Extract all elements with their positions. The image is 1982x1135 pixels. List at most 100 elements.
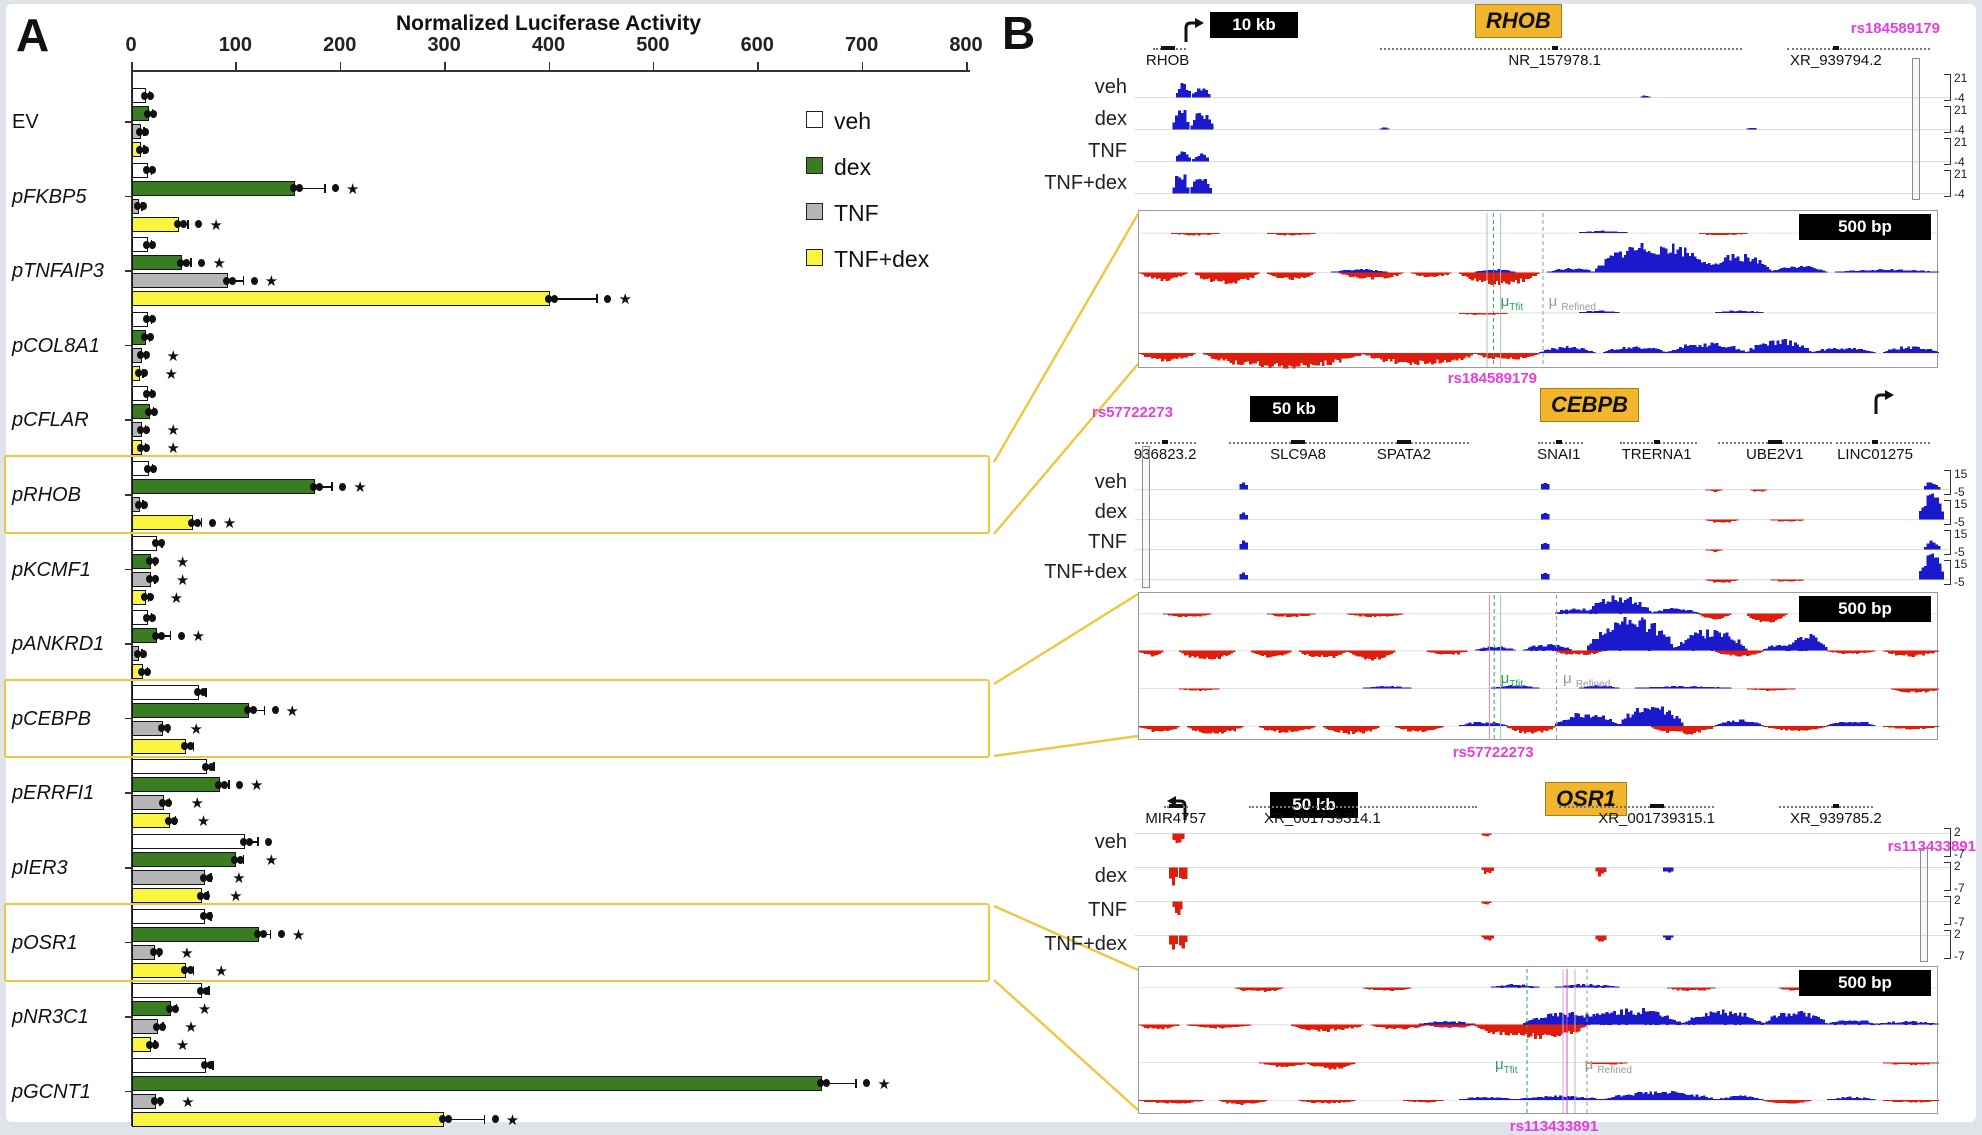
scale-hi-label: 15 <box>1954 557 1968 571</box>
gene-model-tick <box>1767 440 1782 444</box>
significance-star: ★ <box>180 944 194 962</box>
gene-model-line <box>1379 48 1743 50</box>
scale-lo-label: -4 <box>1954 187 1965 201</box>
data-dot <box>214 780 222 789</box>
error-cap <box>228 780 230 790</box>
bar-pTNFAIP3-TNF <box>132 273 229 289</box>
scale-hi-label: 21 <box>1954 71 1968 85</box>
data-dot <box>158 724 166 733</box>
data-dot <box>181 966 189 975</box>
gene-label-box-osr1: OSR1 <box>1545 782 1627 816</box>
x-axis-tick-label: 800 <box>949 34 983 56</box>
panel-a-label: A <box>16 9 50 61</box>
error-cap <box>269 929 272 939</box>
bar-pFKBP5-TNF+dex <box>132 216 179 232</box>
highlight-box-pRHOB <box>4 455 990 534</box>
scale-bracket <box>1944 828 1951 857</box>
bar-pGCNT1-TNF+dex <box>132 1111 445 1127</box>
bar-pGCNT1-dex <box>132 1075 822 1091</box>
gene-model-line <box>1787 48 1930 50</box>
gene-name-label: LINC01275 <box>1837 446 1913 463</box>
error-bar <box>549 298 597 300</box>
data-dot <box>254 930 262 939</box>
significance-star: ★ <box>222 515 237 532</box>
significance-star: ★ <box>189 720 203 738</box>
data-dot <box>863 1079 871 1088</box>
scale-hi-label: 21 <box>1954 135 1968 149</box>
scale-box-cebpb: 50 kb <box>1250 396 1338 422</box>
x-axis-tick-label: 300 <box>427 34 461 56</box>
row-label-pCFLAR: pCFLAR <box>12 409 89 432</box>
mu-refined-label: μ Refined <box>1548 293 1596 314</box>
legend-label-TNF+dex: TNF+dex <box>834 246 930 272</box>
significance-star: ★ <box>264 273 279 291</box>
significance-star: ★ <box>346 180 360 198</box>
mu-refined-label: μ Refined <box>1584 1055 1632 1076</box>
x-axis-tick <box>444 62 446 70</box>
gene-model-tick <box>1160 46 1175 50</box>
x-axis-tick <box>339 62 342 70</box>
scale-hi-label: 2 <box>1954 825 1961 839</box>
y-axis-row-tick <box>125 494 131 496</box>
significance-star: ★ <box>250 777 264 795</box>
y-axis-row-tick <box>125 867 131 869</box>
scale-bracket <box>1944 470 1951 495</box>
data-dot <box>140 333 148 342</box>
gene-model-tick <box>1551 46 1558 50</box>
data-dot <box>199 688 207 697</box>
scale-lo-label: -7 <box>1954 949 1965 963</box>
data-dot <box>148 613 156 622</box>
data-dot <box>157 1097 164 1106</box>
tracks-signal-rhob <box>1135 82 1950 195</box>
data-dot <box>142 315 150 324</box>
scale-bracket <box>1944 896 1951 925</box>
bar-pIER3-TNF+dex <box>132 888 202 903</box>
data-dot <box>144 407 152 416</box>
significance-star: ★ <box>209 216 223 234</box>
data-dot <box>208 762 216 771</box>
data-dot <box>141 500 149 509</box>
legend-swatch-TNF+dex <box>806 249 823 266</box>
scale-bracket <box>1944 930 1951 959</box>
data-dot <box>249 706 257 715</box>
scale-bracket <box>1944 530 1951 555</box>
data-dot <box>208 518 216 527</box>
gene-label-box-cebpb: CEBPB <box>1540 388 1640 422</box>
tss-arrow-icon <box>1184 18 1204 42</box>
data-dot <box>170 816 178 825</box>
data-dot <box>155 948 163 957</box>
data-dot <box>309 482 317 491</box>
data-dot <box>177 258 185 267</box>
figure: A Normalized Luciferase Activity 0 100 200… <box>4 4 1976 1135</box>
scale-hi-label: 15 <box>1954 467 1968 481</box>
snp-header-label-rhob: rs184589179 <box>1850 20 1940 37</box>
error-bar <box>444 1118 484 1121</box>
data-dot <box>152 539 160 548</box>
snp-header-label-cebpb: rs57722273 <box>1092 404 1173 421</box>
significance-star: ★ <box>291 926 306 944</box>
tss-arrow-icon <box>1167 796 1187 820</box>
data-dot <box>134 649 142 658</box>
snp-header-label-osr1: rs113433891 <box>1887 838 1976 855</box>
data-dot <box>142 389 150 398</box>
data-dot <box>183 258 191 267</box>
significance-star: ★ <box>166 440 180 458</box>
data-dot <box>142 166 150 175</box>
chart-title: Normalized Luciferase Activity <box>396 12 701 35</box>
legend-label-dex: dex <box>834 154 872 180</box>
row-label-pIER3: pIER3 <box>12 857 68 879</box>
scale-lo-label: -5 <box>1954 545 1965 559</box>
data-dot <box>151 557 159 566</box>
error-cap <box>483 1114 486 1124</box>
data-dot <box>277 930 285 939</box>
error-bar <box>821 1082 856 1085</box>
x-axis-tick <box>966 62 968 70</box>
data-dot <box>152 631 160 640</box>
scale-lo-label: -4 <box>1954 91 1965 105</box>
y-axis-row-tick <box>125 195 131 198</box>
data-dot <box>142 145 150 154</box>
data-dot <box>140 593 148 602</box>
gene-name-label: MIR4757 <box>1145 810 1207 827</box>
snp-position-box <box>1911 58 1920 200</box>
significance-star: ★ <box>214 962 228 980</box>
